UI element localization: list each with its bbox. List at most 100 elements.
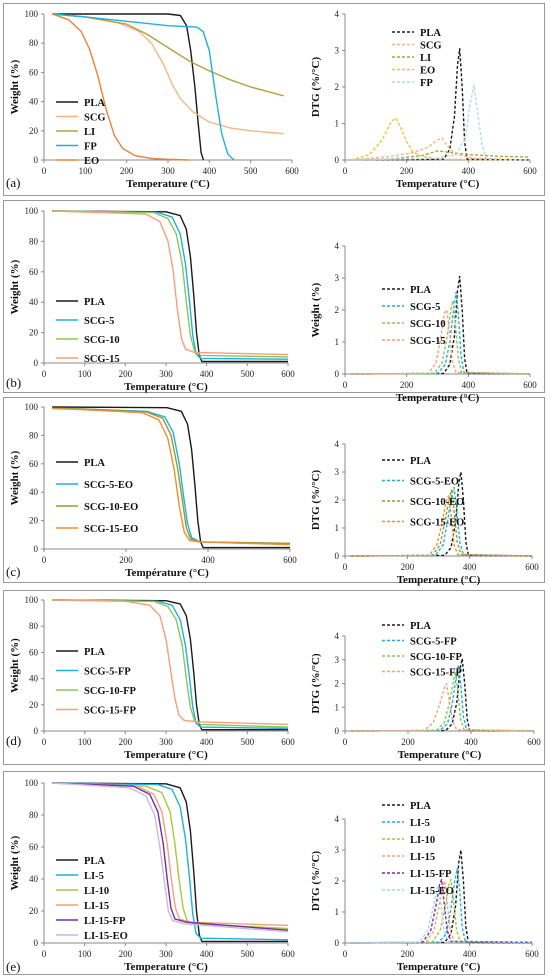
chart-a-tg: 0 20 40 60 80 100 0 100 200 300 400 500 600 Temperatu…: [6, 9, 299, 190]
x-tick-label: 0: [42, 369, 47, 379]
legend-label: SCG-5-FP: [84, 667, 131, 678]
x-tick-label: 400: [462, 166, 476, 176]
legend-label: SCG-15-FP: [84, 706, 136, 717]
x-tick-label: 600: [281, 737, 295, 747]
y-tick-label: 4: [335, 814, 340, 824]
legend-label: SCG: [420, 41, 442, 52]
y-tick-label: 20: [29, 906, 39, 916]
series-line-li-5: [351, 867, 533, 944]
x-axis-label: Temperature (°C): [126, 178, 210, 190]
y-tick-label: 3: [335, 46, 340, 56]
chart-c-tg: 0 20 40 60 80 100 0 200 400 600 Température (°C) We…: [6, 402, 297, 579]
x-tick-label: 0: [343, 380, 348, 390]
y-tick-label: 2: [335, 876, 340, 886]
panel-c-frame: [3, 397, 545, 583]
x-tick-label: 400: [203, 166, 217, 176]
y-axis-label: Weight (%): [9, 259, 21, 314]
y-tick-label: 4: [335, 439, 340, 449]
y-tick-label: 4: [335, 9, 340, 19]
x-tick-label: 400: [200, 369, 214, 379]
series-line-scg-10-fp: [52, 599, 289, 728]
legend-label: SCG-5: [410, 302, 440, 313]
chart-a-dtg: 0 1 2 3 4 0 200 400 600 Temperature (°C) DTG (%/°C…: [310, 9, 537, 190]
y-tick-label: 100: [25, 402, 39, 412]
x-axis-label: Temperature (°C): [124, 749, 208, 761]
legend-label: PLA: [84, 98, 105, 109]
y-axis-label: Weight (%): [9, 638, 21, 693]
x-tick-label: 300: [159, 369, 173, 379]
x-tick-label: 400: [463, 562, 477, 572]
legend-label: PLA: [410, 285, 431, 296]
y-tick-label: 60: [29, 459, 39, 469]
legend-label: LI-5: [410, 818, 430, 829]
legend-label: SCG-15-FP: [410, 668, 462, 679]
series-line-li-15: [351, 880, 533, 944]
x-tick-label: 400: [200, 737, 214, 747]
x-axis-label: Température (°C): [125, 567, 209, 579]
series-line-scg-15: [52, 210, 289, 356]
legend-label: SCG-5-EO: [84, 480, 133, 491]
y-tick-label: 40: [29, 97, 39, 107]
legend-label: LI-5: [84, 871, 104, 882]
panel-label: (a): [6, 175, 20, 190]
y-tick-label: 1: [335, 702, 340, 712]
x-axis-label: Temperature (°C): [124, 961, 208, 973]
series-line-scg-15: [351, 309, 531, 375]
x-tick-label: 400: [464, 737, 478, 747]
series-line-li: [351, 150, 531, 161]
panel-d-frame: [3, 590, 545, 765]
legend-label: SCG-15-EO: [84, 524, 138, 535]
y-tick-label: 2: [335, 495, 340, 505]
legend-label: LI-15-FP: [410, 869, 452, 880]
y-tick-label: 100: [25, 595, 39, 605]
legend-label: SCG-10-FP: [84, 686, 136, 697]
y-tick-label: 40: [29, 674, 39, 684]
legend-label: LI-15-FP: [84, 916, 126, 927]
x-tick-label: 200: [400, 380, 414, 390]
legend-label: FP: [84, 142, 97, 153]
chart-b-tg: 0 20 40 60 80 100 0 100 200 300 400 500 600 Temperatu…: [6, 206, 295, 393]
legend-label: PLA: [84, 647, 105, 658]
x-tick-label: 0: [42, 555, 47, 565]
legend-label: SCG-10: [410, 319, 446, 330]
y-tick-label: 0: [335, 155, 340, 165]
x-tick-label: 400: [463, 949, 477, 959]
y-axis-label: Weight (%): [310, 282, 322, 337]
y-tick-label: 0: [34, 726, 39, 736]
series-line-eo: [351, 117, 531, 161]
legend-label: SCG-5-EO: [410, 477, 459, 488]
series-line-pla: [351, 275, 531, 375]
legend-label: SCG-10-EO: [410, 497, 464, 508]
legend-label: PLA: [410, 801, 431, 812]
y-tick-label: 0: [34, 544, 39, 554]
y-tick-label: 3: [335, 655, 340, 665]
y-tick-label: 2: [335, 305, 340, 315]
y-tick-label: 40: [29, 297, 39, 307]
y-tick-label: 4: [335, 241, 340, 251]
x-tick-label: 0: [42, 166, 47, 176]
y-tick-label: 1: [335, 907, 340, 917]
x-axis-label: Temperature (°C): [124, 381, 208, 393]
x-tick-label: 100: [78, 737, 92, 747]
legend-label: PLA: [84, 856, 105, 867]
series-line-scg-5-eo: [351, 486, 533, 557]
series-line-scg-10-eo: [351, 489, 533, 557]
x-tick-label: 600: [523, 166, 537, 176]
y-tick-label: 60: [29, 842, 39, 852]
series-line-scg-15-fp: [351, 682, 535, 732]
x-tick-label: 600: [527, 737, 541, 747]
x-tick-label: 200: [401, 737, 415, 747]
x-tick-label: 200: [400, 166, 414, 176]
legend-label: LI-10: [84, 886, 109, 897]
x-tick-label: 200: [401, 949, 415, 959]
y-axis-label: Weight (%): [9, 59, 21, 114]
y-axis-label: DTG (%/°C): [310, 470, 322, 531]
series-line-pla: [351, 657, 535, 732]
series-line-pla: [351, 471, 533, 557]
y-tick-label: 1: [335, 119, 340, 129]
legend-label: LI-15-EO: [84, 931, 128, 942]
series-line-scg-5: [351, 291, 531, 375]
legend-label: PLA: [420, 28, 441, 39]
x-tick-label: 400: [201, 555, 215, 565]
y-tick-label: 0: [34, 155, 39, 165]
